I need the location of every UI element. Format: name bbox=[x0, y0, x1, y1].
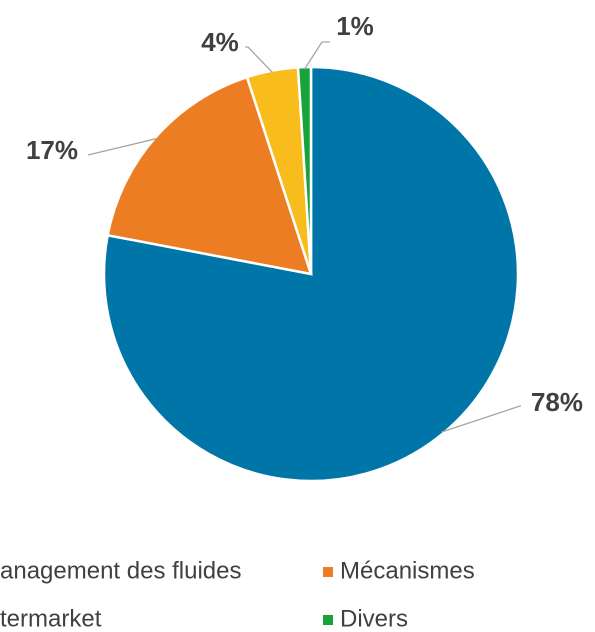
leader-line bbox=[245, 46, 274, 74]
data-label: 17% bbox=[26, 135, 78, 165]
data-label: 78% bbox=[531, 387, 583, 417]
leader-line bbox=[441, 405, 521, 433]
leader-line bbox=[304, 41, 330, 70]
legend-label: Divers bbox=[340, 605, 408, 632]
legend-label: termarket bbox=[0, 605, 102, 632]
leader-line bbox=[87, 137, 158, 156]
legend-marker bbox=[323, 615, 333, 625]
data-label: 1% bbox=[336, 11, 374, 41]
data-label: 4% bbox=[201, 27, 239, 57]
legend-marker bbox=[323, 567, 333, 577]
pie-slice bbox=[106, 75, 313, 276]
pie-slice bbox=[296, 65, 313, 275]
legend-label: Mécanismes bbox=[340, 557, 475, 584]
legend-label: anagement des fluides bbox=[0, 557, 242, 584]
